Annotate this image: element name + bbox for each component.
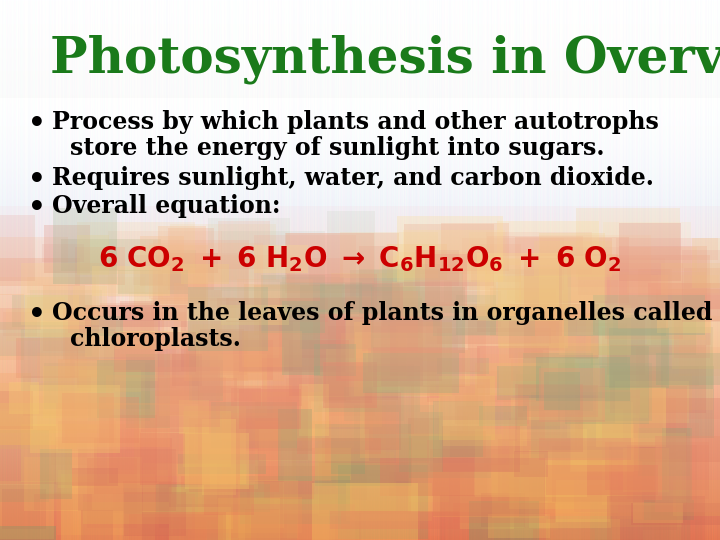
Text: •: • xyxy=(28,194,46,221)
Text: Occurs in the leaves of plants in organelles called: Occurs in the leaves of plants in organe… xyxy=(52,301,712,325)
Text: Requires sunlight, water, and carbon dioxide.: Requires sunlight, water, and carbon dio… xyxy=(52,166,654,190)
Text: store the energy of sunlight into sugars.: store the energy of sunlight into sugars… xyxy=(70,137,605,160)
Text: chloroplasts.: chloroplasts. xyxy=(70,327,241,351)
Text: Process by which plants and other autotrophs: Process by which plants and other autotr… xyxy=(52,110,659,134)
Text: $\mathbf{6\ CO_2\ +\ 6\ H_2O\ \rightarrow\ C_6H_{12}O_6\ +\ 6\ O_2}$: $\mathbf{6\ CO_2\ +\ 6\ H_2O\ \rightarro… xyxy=(99,245,621,274)
Text: Photosynthesis in Overview: Photosynthesis in Overview xyxy=(50,35,720,84)
Text: Overall equation:: Overall equation: xyxy=(52,194,281,218)
Text: •: • xyxy=(28,166,46,193)
Text: •: • xyxy=(28,301,46,328)
Text: •: • xyxy=(28,110,46,137)
